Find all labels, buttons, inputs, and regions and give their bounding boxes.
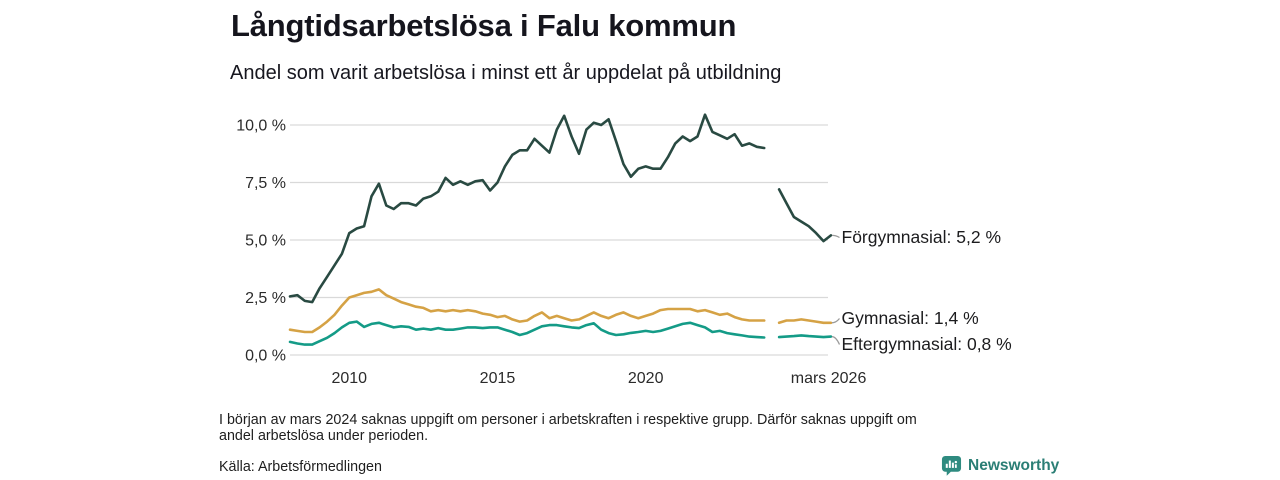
- page-title: Långtidsarbetslösa i Falu kommun: [231, 8, 737, 43]
- series-end-label-gymnasial: Gymnasial: 1,4 %: [842, 308, 979, 328]
- newsworthy-wordmark: Newsworthy: [968, 456, 1060, 474]
- y-axis-tick-label: 2,5 %: [245, 290, 286, 307]
- series-label-leader-gymnasial: [831, 318, 841, 324]
- x-axis-tick-label: mars 2026: [791, 370, 867, 387]
- newsworthy-logo[interactable]: Newsworthy: [941, 455, 1059, 476]
- series-line-gymnasial: [288, 288, 833, 334]
- series-line-forgymnasial: [288, 113, 833, 304]
- y-axis-tick-label: 10,0 %: [236, 118, 286, 135]
- series-label-leader-eftergymnasial: [831, 335, 841, 345]
- newsworthy-chart-bubble-icon: [941, 455, 962, 476]
- footnote: I början av mars 2024 saknas uppgift om …: [219, 412, 917, 444]
- x-axis-tick-label: 2015: [480, 370, 516, 387]
- series-label-leader-forgymnasial: [831, 234, 840, 239]
- x-axis-tick-label: 2010: [331, 370, 367, 387]
- y-axis-tick-label: 5,0 %: [245, 233, 286, 250]
- series-end-label-eftergymnasial: Eftergymnasial: 0,8 %: [842, 334, 1012, 354]
- page-subtitle: Andel som varit arbetslösa i minst ett å…: [230, 62, 782, 84]
- series-line-eftergymnasial: [288, 320, 833, 346]
- y-axis-tick-label: 7,5 %: [245, 175, 286, 192]
- x-axis-tick-label: 2020: [628, 370, 664, 387]
- source-label: Källa: Arbetsförmedlingen: [219, 459, 382, 475]
- y-axis-tick-label: 0,0 %: [245, 348, 286, 365]
- series-end-label-forgymnasial: Förgymnasial: 5,2 %: [842, 227, 1002, 247]
